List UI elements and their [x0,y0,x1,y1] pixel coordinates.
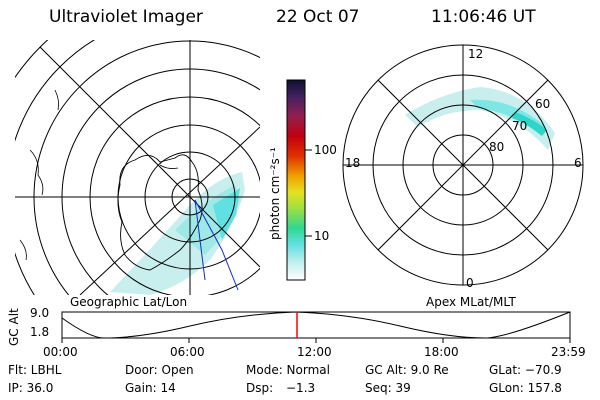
timeline-xtick-0000: 00:00 [43,345,78,359]
instrument-title: Ultraviolet Imager [49,7,203,27]
aurora-oval-apex [405,87,555,150]
timeline-xtick-2359: 23:59 [551,345,586,359]
timeline-ytick-9: 9.0 [30,306,50,320]
color-bar [286,79,312,281]
mlt-label-12: 12 [468,47,484,61]
gc-alt-info: GC Alt: 9.0 Re [365,363,449,377]
lat-label-60: 60 [535,97,551,111]
ip-info: IP: 36.0 [8,381,54,395]
dsp-label: Dsp: [246,381,274,395]
date-label: 22 Oct 07 [276,7,360,27]
geographic-caption: Geographic Lat/Lon [70,295,188,309]
timeline-ylabel: GC Alt [7,308,21,346]
timeline-ytick-1.8: 1.8 [30,325,50,339]
mlt-label-6: 6 [574,156,582,170]
timeline-xtick-1800: 18:00 [424,345,459,359]
colorbar-unit-label: photon cm⁻²s⁻¹ [268,147,282,240]
timeline-xtick-0600: 06:00 [170,345,205,359]
mlt-label-0: 0 [466,276,474,290]
aurora-oval-geographic [110,172,245,295]
apex-polar-plot [342,44,584,286]
timeline-xtick-1200: 12:00 [297,345,332,359]
seq-info: Seq: 39 [365,381,411,395]
glat-info: GLat: −70.9 [489,363,562,377]
colorbar-tick-100: 100 [314,143,337,157]
time-label: 11:06:46 UT [431,7,536,27]
mode-info: Mode: Normal [246,363,330,377]
geographic-map [15,40,260,295]
filter-info: Flt: LBHL [8,363,62,377]
glon-info: GLon: 157.8 [489,381,562,395]
lat-label-70: 70 [512,119,528,133]
mlt-label-18: 18 [345,156,361,170]
lat-label-80: 80 [489,140,505,154]
gain-info: Gain: 14 [125,381,176,395]
door-info: Door: Open [125,363,194,377]
dsp-value: −1.3 [286,381,316,395]
colorbar-tick-10: 10 [314,229,330,243]
apex-caption: Apex MLat/MLT [426,295,516,309]
timeline-plot [61,311,571,343]
